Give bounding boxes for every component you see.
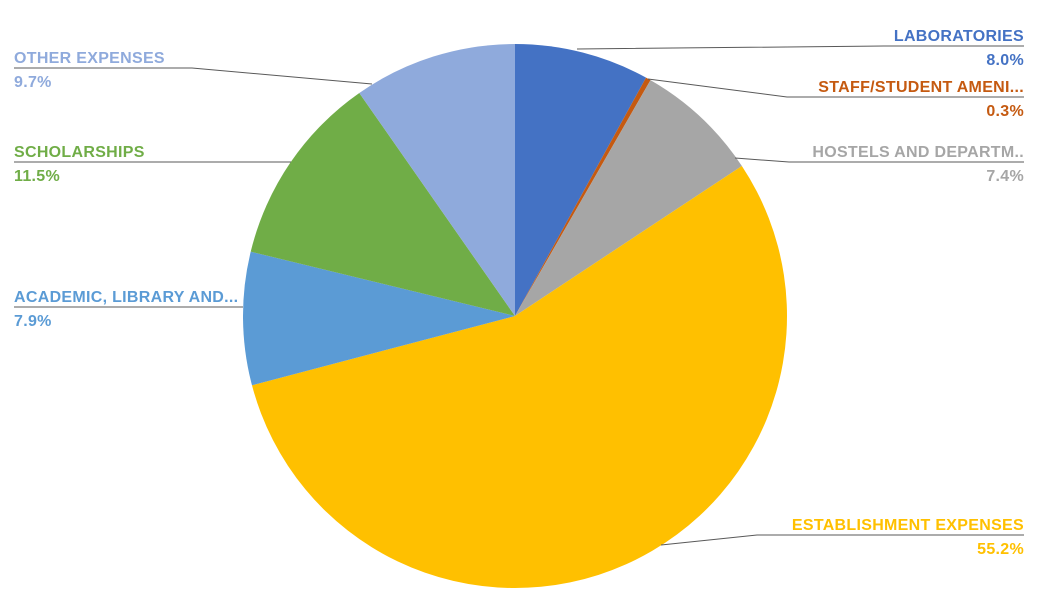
slice-pct-text: 55.2% — [977, 541, 1024, 558]
leader-line-laboratories — [576, 45, 1024, 50]
pie-slice-0 — [515, 44, 647, 316]
slice-pct-text: 11.5% — [14, 168, 60, 185]
pie-slice-4 — [243, 251, 516, 386]
slice-label-staff-student: STAFF/STUDENT AMENI... 0.3% — [818, 78, 1024, 120]
pie-slice-2 — [515, 80, 742, 316]
slice-label-laboratories: LABORATORIES 8.0% — [894, 27, 1024, 69]
slice-label-text: ESTABLISHMENT EXPENSES — [791, 517, 1024, 534]
slice-label-hostels: HOSTELS AND DEPARTM.. 7.4% — [812, 143, 1024, 185]
pie-slice-1 — [515, 77, 651, 316]
slice-pct-text: 7.4% — [986, 168, 1024, 185]
slice-pct-text: 7.9% — [14, 313, 52, 330]
slice-label-text: STAFF/STUDENT AMENI... — [818, 79, 1024, 96]
pie-slice-5 — [250, 92, 515, 316]
slice-label-scholarships: SCHOLARSHIPS 11.5% — [14, 143, 145, 185]
slice-pct-text: 0.3% — [986, 103, 1024, 120]
slice-pct-text: 9.7% — [14, 74, 52, 91]
leader-line-establishment — [660, 534, 1024, 546]
pie — [243, 44, 788, 589]
leader-lines — [14, 45, 1024, 546]
leader-line-hostels — [734, 157, 1024, 163]
leader-line-staff — [647, 78, 1024, 98]
slice-label-text: LABORATORIES — [893, 28, 1024, 45]
slice-label-text: ACADEMIC, LIBRARY AND... — [14, 289, 239, 306]
slice-label-text: HOSTELS AND DEPARTM.. — [812, 144, 1024, 161]
slice-pct-text: 8.0% — [986, 52, 1024, 69]
slice-label-establishment: ESTABLISHMENT EXPENSES 55.2% — [792, 516, 1024, 558]
slice-label-text: SCHOLARSHIPS — [14, 144, 145, 161]
slice-label-other: OTHER EXPENSES 9.7% — [14, 49, 165, 91]
leader-line-other — [14, 67, 373, 85]
slice-label-text: OTHER EXPENSES — [14, 50, 165, 67]
pie-slice-3 — [251, 165, 788, 589]
pie-slice-6 — [359, 44, 515, 316]
slice-label-academic: ACADEMIC, LIBRARY AND... 7.9% — [14, 288, 238, 330]
